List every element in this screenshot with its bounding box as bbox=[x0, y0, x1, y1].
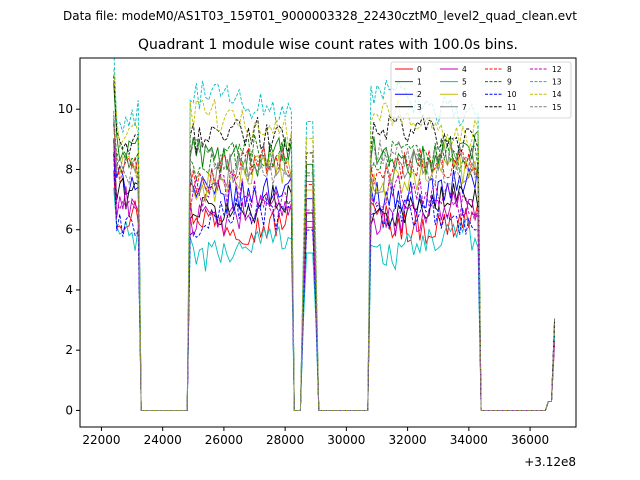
series-layer bbox=[113, 58, 556, 411]
x-tick-label: 34000 bbox=[450, 433, 488, 447]
legend-label-0: 0 bbox=[417, 65, 422, 74]
legend-label-4: 4 bbox=[462, 65, 467, 74]
axes-frame bbox=[79, 57, 577, 428]
x-tick-label: 24000 bbox=[144, 433, 182, 447]
y-tick-label: 8 bbox=[65, 162, 73, 176]
legend-label-12: 12 bbox=[552, 65, 562, 74]
legend-label-8: 8 bbox=[507, 65, 512, 74]
legend-box bbox=[390, 61, 572, 119]
legend-label-14: 14 bbox=[552, 90, 562, 99]
x-tick-label: 28000 bbox=[266, 433, 304, 447]
x-axis: 22000 24000 26000 28000 30000 32000 34000 36000 bbox=[82, 427, 549, 447]
legend-label-7: 7 bbox=[462, 103, 467, 112]
y-tick-label: 0 bbox=[65, 403, 73, 417]
legend-label-1: 1 bbox=[417, 78, 422, 87]
chart-title: Quadrant 1 module wise count rates with … bbox=[138, 37, 518, 53]
y-tick-label: 4 bbox=[65, 283, 73, 297]
figure-suptitle: Data file: modeM0/AS1T03_159T01_90000033… bbox=[63, 9, 577, 23]
legend-label-3: 3 bbox=[417, 103, 422, 112]
series-line-15 bbox=[113, 110, 556, 411]
legend-label-2: 2 bbox=[417, 90, 422, 99]
legend-label-5: 5 bbox=[462, 78, 467, 87]
y-tick-label: 2 bbox=[65, 343, 73, 357]
legend-label-10: 10 bbox=[507, 90, 517, 99]
x-tick-label: 36000 bbox=[511, 433, 549, 447]
y-tick-label: 6 bbox=[65, 223, 73, 237]
y-tick-label: 10 bbox=[58, 102, 73, 116]
x-tick-label: 26000 bbox=[205, 433, 243, 447]
legend-label-9: 9 bbox=[507, 78, 512, 87]
legend-label-13: 13 bbox=[552, 78, 562, 87]
legend-label-6: 6 bbox=[462, 90, 467, 99]
x-tick-label: 32000 bbox=[389, 433, 427, 447]
legend-label-11: 11 bbox=[507, 103, 517, 112]
x-offset-label: +3.12e8 bbox=[524, 455, 576, 469]
legend-label-15: 15 bbox=[552, 103, 562, 112]
x-tick-label: 22000 bbox=[82, 433, 120, 447]
x-tick-label: 30000 bbox=[327, 433, 365, 447]
y-axis: 0 2 4 6 8 10 bbox=[58, 102, 80, 417]
